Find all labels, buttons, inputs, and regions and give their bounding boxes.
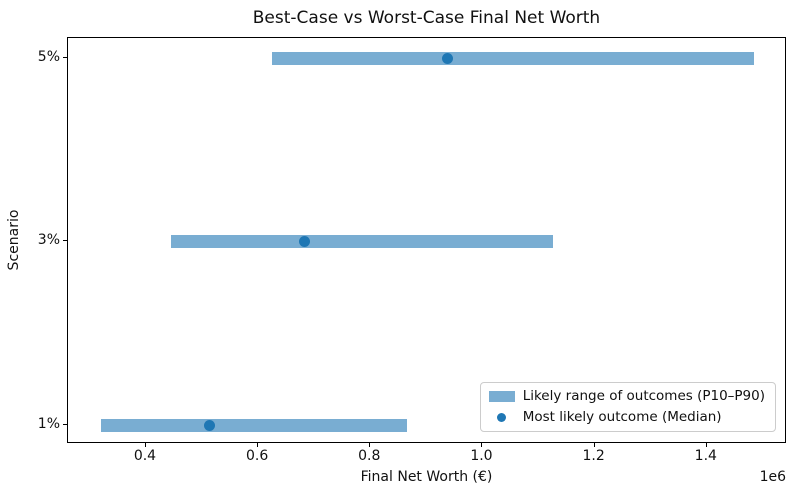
median-dot	[442, 52, 454, 64]
x-tick-mark	[144, 443, 146, 447]
y-tick-label: 1%	[37, 416, 60, 432]
y-tick-mark	[63, 424, 67, 425]
x-tick-mark	[705, 443, 707, 447]
legend-item-label: Most likely outcome (Median)	[522, 409, 722, 425]
y-tick-label: 3%	[37, 232, 60, 248]
range-bar	[101, 418, 408, 432]
x-tick-mark	[369, 443, 371, 447]
axis-offset-text: 1e6	[759, 469, 786, 485]
range-swatch-icon	[488, 390, 515, 402]
range-bar	[272, 51, 754, 65]
range-swatch-icon	[488, 390, 515, 402]
y-tick-mark	[63, 240, 67, 241]
x-tick-mark	[593, 443, 595, 447]
range-bar	[171, 234, 554, 248]
median-dot	[298, 235, 310, 247]
x-tick-label: 1.0	[470, 448, 493, 464]
y-tick-mark	[63, 57, 67, 58]
x-tick-label: 1.4	[694, 448, 717, 464]
x-axis-label: Final Net Worth (€)	[360, 469, 493, 485]
x-tick-label: 0.8	[358, 448, 381, 464]
y-tick-label: 5%	[37, 49, 60, 65]
median-dot-icon	[497, 412, 507, 422]
x-tick-label: 1.2	[582, 448, 605, 464]
x-tick-label: 0.4	[133, 448, 157, 464]
median-dot-icon	[489, 412, 515, 422]
chart-title: Best-Case vs Worst-Case Final Net Worth	[252, 8, 601, 28]
x-tick-mark	[481, 443, 483, 447]
legend-item: Most likely outcome (Median)	[489, 409, 765, 425]
x-tick-mark	[257, 443, 259, 447]
legend-item-label: Likely range of outcomes (P10–P90)	[522, 388, 765, 404]
x-tick-label: 0.6	[245, 448, 269, 464]
legend-item: Likely range of outcomes (P10–P90)	[488, 388, 765, 404]
legend: Likely range of outcomes (P10–P90) Most l…	[479, 382, 776, 432]
median-dot	[203, 419, 215, 431]
plot-area: Likely range of outcomes (P10–P90) Most l…	[67, 37, 786, 443]
